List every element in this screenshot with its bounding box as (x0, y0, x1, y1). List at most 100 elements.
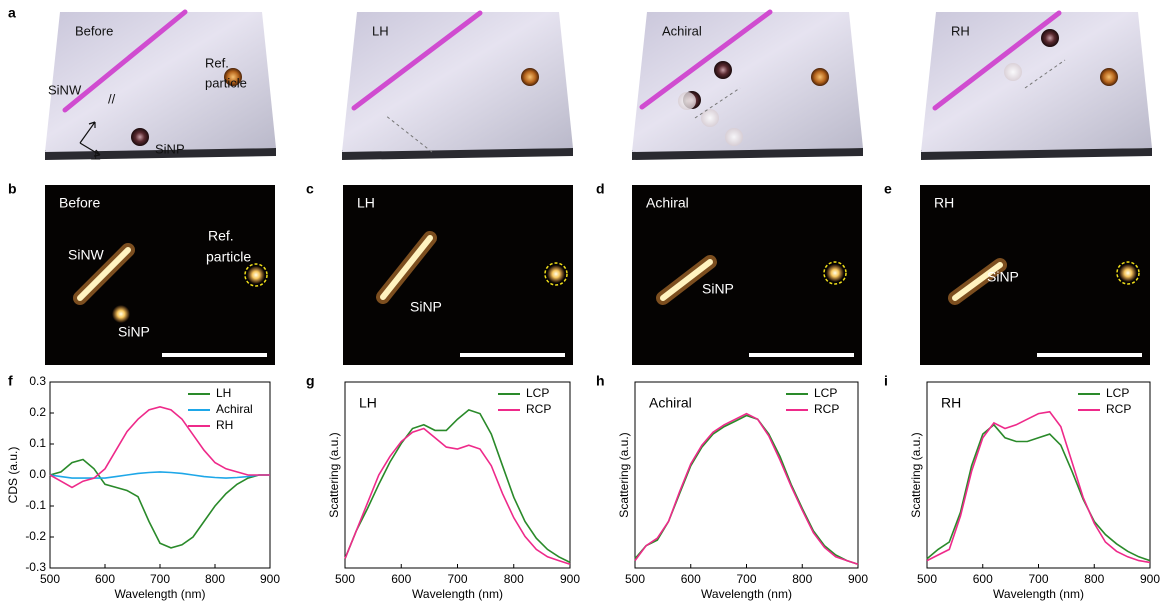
legend-label: LCP (526, 386, 549, 400)
panel-annotation: LH (359, 395, 377, 411)
schematic-title: LH (372, 23, 389, 38)
legend-label: RCP (526, 402, 551, 416)
y-tick-label: 0.1 (29, 436, 46, 450)
x-tick-label: 700 (736, 572, 756, 586)
panel-label: d (596, 181, 605, 197)
y-axis-label: CDS (a.u.) (6, 447, 20, 504)
micrograph-label: SiNP (702, 281, 734, 297)
micrograph-label: SiNP (987, 269, 1019, 285)
series-line (50, 460, 270, 548)
sinp (725, 128, 743, 146)
legend-label: RH (216, 418, 233, 432)
x-tick-label: 900 (560, 572, 580, 586)
image-background (343, 185, 573, 365)
micrograph-title: RH (934, 195, 954, 211)
x-tick-label: 700 (447, 572, 467, 586)
panel-label: e (884, 181, 892, 197)
series-line (345, 410, 570, 563)
sinp (1004, 63, 1022, 81)
ref-particle (1100, 68, 1118, 86)
x-tick-label: 600 (681, 572, 701, 586)
ref-particle (521, 68, 539, 86)
figure: a b c d e f g h i Before LH Achiral RH Ref. particle Si… (0, 0, 1161, 608)
micrograph: BeforeSiNWSiNPRef.particle (45, 185, 275, 365)
series-line (50, 472, 270, 478)
x-tick-label: 900 (260, 572, 280, 586)
micrograph-label: SiNW (68, 247, 105, 263)
sinp (701, 109, 719, 127)
panel-label: c (306, 181, 314, 197)
panel-label: a (8, 5, 16, 21)
series-line (635, 416, 858, 565)
panel-label: g (306, 373, 315, 389)
sinp-glow (112, 305, 130, 323)
legend-label: RCP (1106, 402, 1131, 416)
schematic-title: RH (951, 23, 970, 38)
x-tick-label: 800 (205, 572, 225, 586)
panel-annotation: RH (941, 395, 961, 411)
panel-label: h (596, 373, 605, 389)
schematic-label: SiNW (48, 82, 82, 97)
x-tick-label: 500 (917, 572, 937, 586)
page: { "panel_labels": ["a", "b", "c", "d", "… (0, 0, 1161, 608)
x-axis-label: Wavelength (nm) (993, 587, 1084, 601)
sinp (714, 61, 732, 79)
micrograph-label: SiNP (410, 299, 442, 315)
image-background (920, 185, 1150, 365)
x-axis-label: Wavelength (nm) (412, 587, 503, 601)
schematic-label: // (108, 91, 116, 106)
panel-annotation: Achiral (649, 395, 692, 411)
x-tick-label: 500 (625, 572, 645, 586)
x-tick-label: 800 (504, 572, 524, 586)
ref-glow (247, 266, 265, 284)
series-line (927, 425, 1150, 561)
panel-label: i (884, 373, 888, 389)
x-tick-label: 800 (792, 572, 812, 586)
sinp (131, 128, 149, 146)
legend-label: RCP (814, 402, 839, 416)
micrograph: Achiral SiNP (632, 185, 862, 365)
image-background (45, 185, 275, 365)
x-axis-label: Wavelength (nm) (701, 587, 792, 601)
x-axis-label: Wavelength (nm) (115, 587, 206, 601)
series-line (635, 414, 858, 565)
schematic-label: Ref. (205, 55, 229, 70)
y-tick-label: -0.2 (25, 529, 46, 543)
panel-label: f (8, 373, 13, 389)
micrograph-label: Ref. (208, 228, 234, 244)
schematic: LH (342, 12, 573, 160)
x-tick-label: 800 (1084, 572, 1104, 586)
x-tick-label: 900 (1140, 572, 1160, 586)
micrograph-title: Before (59, 195, 100, 211)
schematic-title: Before (75, 23, 113, 38)
schematic-title: Achiral (662, 23, 702, 38)
panel-label: b (8, 181, 17, 197)
schematic-label: particle (205, 75, 247, 90)
x-tick-label: 700 (1028, 572, 1048, 586)
y-tick-label: -0.1 (25, 498, 46, 512)
x-tick-label: 600 (95, 572, 115, 586)
series-line (345, 429, 570, 565)
legend-label: LCP (1106, 386, 1129, 400)
legend-label: LH (216, 386, 231, 400)
legend-label: Achiral (216, 402, 253, 416)
x-tick-label: 500 (335, 572, 355, 586)
y-tick-label: 0.3 (29, 374, 46, 388)
y-axis-label: Scattering (a.u.) (617, 432, 631, 517)
micrograph-title: Achiral (646, 195, 689, 211)
y-axis-label: Scattering (a.u.) (909, 432, 923, 517)
sinp (1041, 29, 1059, 47)
legend-label: LCP (814, 386, 837, 400)
y-tick-label: -0.3 (25, 560, 46, 574)
micrograph: LH SiNP (343, 185, 573, 365)
schematic: RH (921, 12, 1152, 160)
x-tick-label: 600 (973, 572, 993, 586)
sinp (678, 92, 696, 110)
ref-glow (1119, 264, 1137, 282)
schematic-label: SiNP (155, 141, 185, 156)
micrograph: RH SiNP (920, 185, 1150, 365)
micrograph-label: particle (206, 249, 251, 265)
x-tick-label: 700 (150, 572, 170, 586)
y-tick-label: 0.0 (29, 467, 46, 481)
micrograph-title: LH (357, 195, 375, 211)
